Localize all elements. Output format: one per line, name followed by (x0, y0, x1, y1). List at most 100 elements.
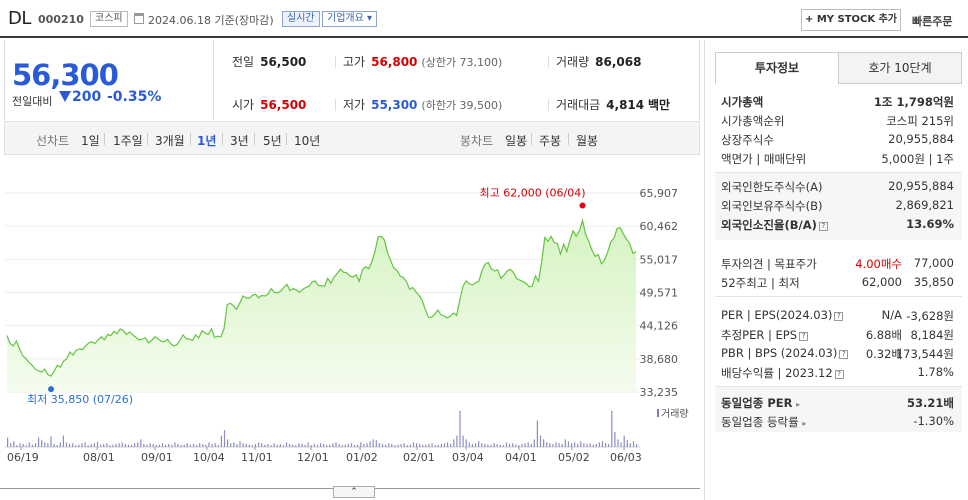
volume-bar (140, 439, 142, 447)
opinion-value: 4.00매수 (855, 257, 902, 271)
candle-weekly[interactable]: 주봉 (539, 134, 562, 148)
volume-bar (409, 444, 411, 447)
volume-bar (236, 444, 238, 447)
volume-bar (254, 444, 257, 447)
period-3m[interactable]: 3개월 (155, 134, 185, 148)
info-row: 배당수익률 | 2023.12? 1.78% (715, 363, 962, 381)
quick-order-link[interactable]: 빠른주문 (912, 15, 953, 28)
price-change-value: 200 (72, 89, 102, 105)
volume-bar (406, 445, 408, 447)
volume-bar (372, 439, 374, 447)
volume-bars (7, 410, 638, 447)
low-price: 저가 55,300 (하한가 39,500) (343, 96, 502, 113)
period-1d[interactable]: 1일 (81, 134, 100, 148)
realtime-button[interactable]: 실시간 (282, 11, 320, 27)
volume-bar (561, 444, 563, 447)
volume-bar (598, 442, 600, 447)
market-cap-value: 1조 1,798억원 (873, 95, 954, 109)
period-3y[interactable]: 3년 (230, 134, 249, 148)
volume-bar (369, 441, 371, 447)
period-1w[interactable]: 1주일 (113, 134, 143, 148)
x-tick-label: 09/01 (141, 451, 173, 464)
info-row: 외국인한도주식수(A) 20,955,884 (715, 177, 962, 195)
volume-bar (512, 443, 514, 447)
volume-bar (199, 443, 201, 447)
tab-orderbook[interactable]: 호가 10단계 (838, 52, 962, 84)
volume-bar (289, 444, 291, 447)
company-overview-dropdown[interactable]: 기업개요 ▾ (322, 11, 378, 27)
low-value: 55,300 (371, 98, 418, 112)
prev-close: 전일 56,500 (232, 53, 306, 70)
volume-bar (78, 444, 80, 447)
volume-bar (22, 444, 24, 447)
high-annotation: 최고 62,000 (06/04) (480, 186, 586, 199)
volume-bar (471, 444, 473, 447)
volume-bar (570, 443, 573, 447)
volume-bar (447, 442, 449, 447)
period-5y[interactable]: 5년 (263, 134, 282, 148)
change-label: 전일대비 (12, 95, 53, 108)
tab-investment-info[interactable]: 투자정보 (715, 52, 839, 84)
help-icon[interactable]: ? (834, 312, 844, 321)
volume-bar (344, 444, 346, 447)
volume-bar (428, 444, 430, 447)
add-mystock-button[interactable]: + MY STOCK 추가 (801, 9, 901, 31)
x-tick-label: 11/01 (241, 451, 273, 464)
volume-bar (400, 444, 402, 447)
volume-bar (161, 443, 164, 447)
dividend-label: 배당수익률 | 2023.12 (721, 366, 833, 380)
target-price: 77,000 (913, 256, 954, 270)
y-tick-label: 65,907 (640, 187, 679, 200)
volume-bar (279, 444, 281, 447)
period-1y[interactable]: 1년 (197, 134, 217, 148)
volume-bar (539, 435, 542, 447)
caret-right-icon[interactable]: ▸ (802, 419, 807, 428)
volume-bar (310, 445, 312, 447)
x-tick-label: 02/01 (403, 451, 435, 464)
volume-bar (267, 444, 269, 447)
candle-chart-label: 봉차트 (460, 134, 494, 148)
volume-bar (375, 440, 377, 447)
volume-bar (28, 442, 30, 447)
candle-monthly[interactable]: 월봉 (576, 134, 599, 148)
volume-bar (16, 445, 18, 447)
company-overview-label: 기업개요 (327, 13, 364, 24)
x-tick-label: 10/04 (193, 451, 225, 464)
x-axis: 06/19 08/01 09/01 10/04 11/01 12/01 01/02 02/01… (7, 447, 642, 464)
y-tick-label: 60,462 (640, 220, 679, 233)
volume-bar (50, 436, 52, 447)
volume-bar (152, 444, 154, 447)
pbr-label: PBR | BPS (2024.03) (721, 346, 838, 360)
volume-bar (499, 444, 501, 447)
volume-bar (112, 444, 114, 447)
divider (335, 56, 336, 68)
volume-bar (462, 435, 464, 447)
volume-bar (378, 443, 380, 447)
per-value: N/A (881, 308, 902, 322)
help-icon[interactable]: ? (839, 350, 849, 359)
divider (548, 56, 549, 68)
x-tick-label: 04/01 (505, 451, 537, 464)
help-icon[interactable]: ? (834, 370, 844, 379)
help-icon[interactable]: ? (799, 332, 809, 341)
period-10y[interactable]: 10년 (294, 134, 321, 148)
est-eps-value: 8,184원 (910, 328, 954, 342)
volume-bar (205, 444, 207, 447)
w52-low: 35,850 (913, 275, 954, 289)
candle-daily[interactable]: 일봉 (505, 134, 528, 148)
volume-bar (583, 443, 585, 447)
y-tick-label: 33,235 (640, 386, 679, 399)
volume-bar (31, 444, 33, 447)
x-tick-label: 08/01 (83, 451, 115, 464)
volume-bar (533, 439, 535, 447)
volume-bar (298, 443, 300, 447)
low-annotation: 최저 35,850 (07/26) (27, 393, 133, 406)
eps-value: -3,628원 (906, 309, 954, 323)
help-icon[interactable]: ? (818, 222, 828, 231)
expand-chart-button[interactable]: ⌃ (333, 486, 375, 498)
volume: 거래량 86,068 (556, 53, 641, 70)
y-tick-label: 55,017 (640, 253, 679, 266)
change-rate: -0.35% (107, 89, 162, 105)
x-tick-label: 01/02 (346, 451, 378, 464)
caret-right-icon[interactable]: ▸ (796, 400, 801, 409)
